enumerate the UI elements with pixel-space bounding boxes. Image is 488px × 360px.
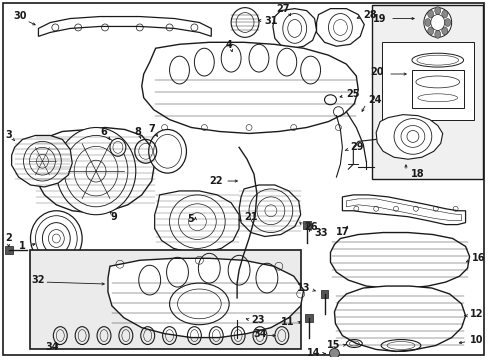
Text: 23: 23: [250, 315, 264, 325]
Text: 31: 31: [264, 15, 277, 26]
Text: 21: 21: [244, 212, 257, 222]
Polygon shape: [142, 42, 358, 134]
Text: 14: 14: [306, 348, 320, 359]
Polygon shape: [239, 185, 300, 237]
Text: 27: 27: [276, 4, 289, 14]
Bar: [381, 42, 472, 120]
Ellipse shape: [42, 222, 70, 255]
Ellipse shape: [441, 27, 447, 35]
Text: 32: 32: [32, 275, 45, 285]
Text: 12: 12: [468, 309, 482, 319]
Bar: [302, 221, 310, 229]
Polygon shape: [375, 114, 442, 159]
Ellipse shape: [423, 8, 451, 37]
Text: 25: 25: [346, 89, 359, 99]
Polygon shape: [272, 9, 316, 48]
Ellipse shape: [430, 14, 444, 30]
Ellipse shape: [30, 211, 82, 266]
Ellipse shape: [411, 53, 463, 67]
Ellipse shape: [56, 127, 136, 215]
Text: 19: 19: [372, 14, 386, 23]
Polygon shape: [34, 127, 154, 213]
Ellipse shape: [427, 27, 433, 35]
Polygon shape: [108, 258, 303, 338]
Text: 20: 20: [370, 67, 384, 77]
Text: 4: 4: [225, 40, 232, 50]
Text: 29: 29: [349, 142, 363, 152]
Text: 24: 24: [367, 95, 381, 105]
Polygon shape: [154, 191, 239, 252]
Text: 30: 30: [14, 10, 27, 21]
Ellipse shape: [110, 138, 125, 156]
Text: 5: 5: [187, 214, 194, 224]
Ellipse shape: [444, 18, 450, 26]
Polygon shape: [334, 286, 465, 351]
Bar: [304, 314, 312, 322]
Ellipse shape: [441, 10, 447, 18]
Text: 16: 16: [470, 253, 484, 263]
Polygon shape: [342, 195, 465, 225]
Ellipse shape: [148, 130, 186, 173]
Text: 10: 10: [468, 334, 482, 345]
Text: 28: 28: [363, 10, 376, 19]
Text: 15: 15: [326, 341, 340, 351]
Ellipse shape: [231, 8, 259, 37]
Text: 11: 11: [281, 317, 294, 327]
Text: 6: 6: [101, 127, 107, 138]
Text: 9: 9: [110, 212, 117, 222]
Ellipse shape: [434, 6, 440, 14]
Text: 17: 17: [335, 226, 348, 237]
Text: 3: 3: [5, 130, 12, 140]
Text: 26: 26: [304, 222, 318, 231]
Text: 1: 1: [19, 242, 26, 251]
Polygon shape: [316, 9, 364, 46]
Bar: [371, 5, 483, 179]
Ellipse shape: [427, 10, 433, 18]
Text: 7: 7: [148, 125, 155, 135]
Text: 33: 33: [314, 228, 327, 238]
Polygon shape: [330, 233, 468, 288]
Text: 22: 22: [209, 176, 223, 186]
Bar: [5, 246, 13, 255]
Polygon shape: [12, 135, 72, 187]
Text: 18: 18: [410, 169, 424, 179]
Bar: [320, 290, 328, 298]
Ellipse shape: [406, 130, 418, 143]
Bar: [411, 70, 463, 108]
Text: 34: 34: [253, 329, 266, 339]
Ellipse shape: [329, 348, 339, 358]
Text: 13: 13: [297, 283, 310, 293]
Ellipse shape: [434, 30, 440, 39]
Text: 34: 34: [45, 342, 59, 352]
Bar: [30, 250, 300, 350]
Text: 2: 2: [5, 234, 12, 243]
Ellipse shape: [424, 18, 430, 26]
Text: 8: 8: [134, 127, 141, 138]
